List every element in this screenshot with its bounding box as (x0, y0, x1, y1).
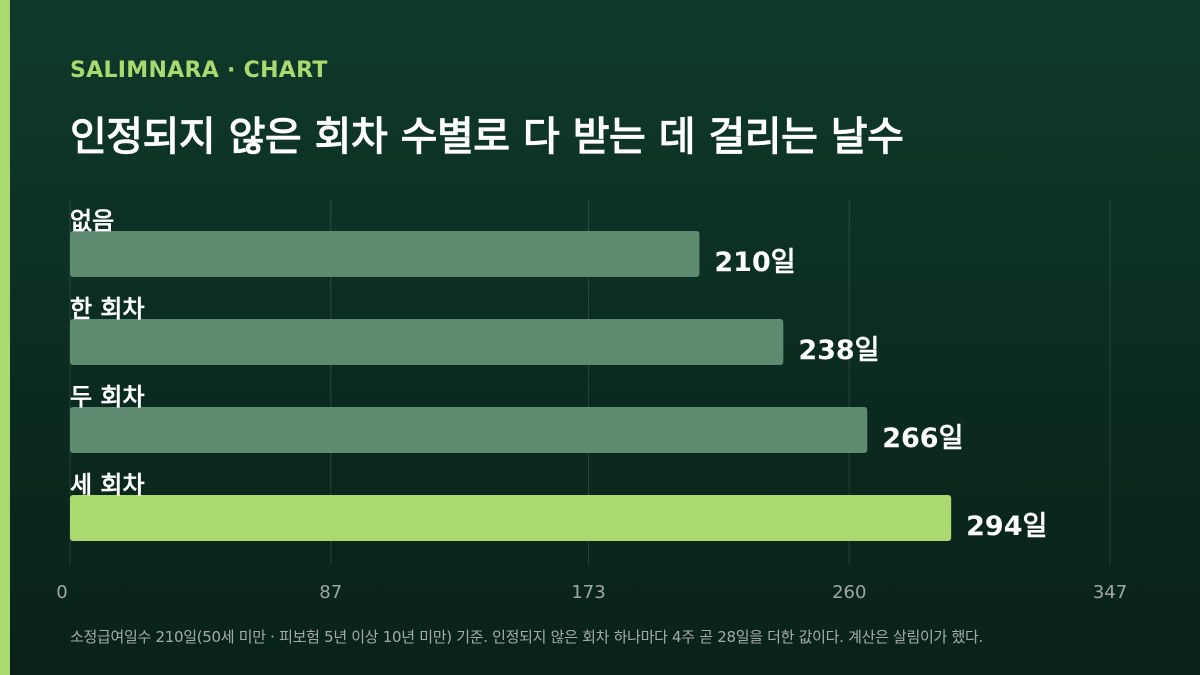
value-label: 238일 (798, 335, 879, 366)
accent-stripe (0, 0, 10, 675)
brand-label: SALIMNARA · CHART (70, 58, 328, 83)
category-label: 없음 (70, 207, 114, 235)
bar (70, 495, 952, 541)
chart-title: 인정되지 않은 회차 수별로 다 받는 데 걸리는 날수 (70, 114, 904, 160)
bar (70, 231, 700, 277)
category-label: 두 회차 (70, 383, 145, 411)
x-tick-label: 0 (56, 582, 67, 603)
value-label: 210일 (714, 247, 795, 278)
category-label: 한 회차 (70, 295, 145, 323)
value-label: 266일 (882, 423, 963, 454)
x-tick-label: 173 (571, 582, 605, 603)
x-tick-label: 260 (832, 582, 866, 603)
bar (70, 319, 784, 365)
footnote: 소정급여일수 210일(50세 미만 · 피보험 5년 이상 10년 미만) 기… (70, 628, 983, 646)
category-label: 세 회차 (70, 471, 145, 499)
x-tick-label: 87 (319, 582, 342, 603)
value-label: 294일 (966, 511, 1047, 542)
x-tick-label: 347 (1093, 582, 1127, 603)
bar (70, 407, 868, 453)
